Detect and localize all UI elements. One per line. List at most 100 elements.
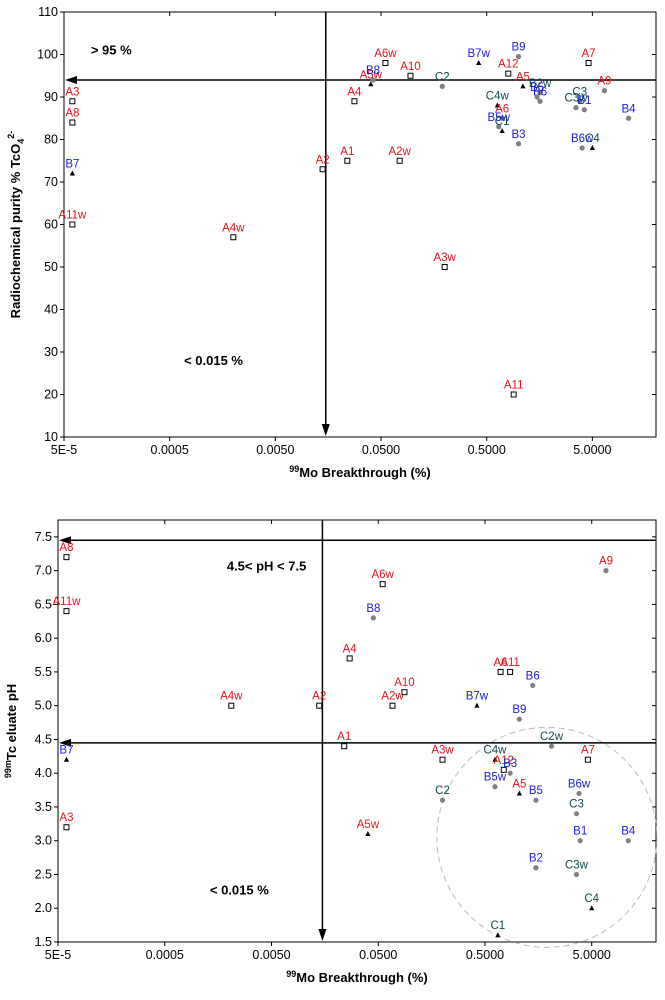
data-point-square [396,157,403,164]
data-point-triangle [365,830,371,836]
data-point-label: C3w [564,93,588,105]
data-point-label: B7 [65,159,79,171]
data-point-label: A10 [400,61,420,73]
data-point-circle [515,141,522,147]
data-point-circle [530,682,536,689]
data-point-label: B7w [468,48,491,60]
y-tick-label: 60 [44,218,58,232]
data-point-label: B2 [529,853,543,865]
data-point-circle [507,770,513,776]
data-point-triangle [474,702,480,708]
data-point-label: A2 [316,154,330,166]
data-point-label: B1 [577,95,591,107]
y-tick-label: 7.5 [35,530,52,544]
data-point-square [441,264,448,270]
data-point-square [341,743,348,750]
y-tick-label: 10 [44,430,58,444]
data-point-triangle [368,81,374,87]
data-point-label: C3w [565,859,589,871]
y-tick-label: 110 [38,5,58,19]
annotation-label: < 0.015 % [210,883,269,898]
x-tick-label: 0.0005 [151,443,189,457]
data-point-label: A11w [52,596,81,608]
data-point-label: C1 [495,116,510,128]
data-point-square [344,157,351,164]
data-point-label: B9 [512,704,526,716]
data-point-label: A5 [516,71,530,83]
data-point-circle [548,743,555,749]
data-point-circle [625,838,631,844]
data-point-label: B6w [571,133,594,145]
data-point-triangle [589,905,595,911]
data-point-label: A12 [494,755,514,767]
y-tick-label: 70 [44,175,58,189]
data-point-label: C4w [483,745,507,757]
data-point-square [63,608,70,615]
data-point-label: A6 [494,657,508,669]
x-axis-title-sup: 99 [286,969,296,979]
data-point-circle [573,105,579,111]
data-point-label: C3 [569,799,584,811]
x-axis-title: 99Mo Breakthrough (%) [286,969,427,985]
data-point-label: A8 [65,108,79,120]
y-tick-label: 3.5 [35,800,52,814]
x-axis-title-sup: 99 [289,464,299,474]
data-point-label: B4 [621,826,636,838]
y-axis-title: 99mTc eluate pH [3,684,19,778]
x-tick-label: 0.5000 [466,948,504,962]
data-point-triangle [476,60,482,65]
y-tick-label: 2.5 [35,867,52,881]
data-point-square [585,60,592,66]
y-tick-label: 6.5 [35,597,52,611]
data-point-label: A10 [394,677,414,689]
data-point-circle [625,115,632,121]
y-tick-label: 5.0 [35,699,52,713]
annotation-label: 4.5< pH < 7.5 [227,559,307,574]
data-point-label: C4w [486,91,510,103]
data-point-triangle [492,756,498,762]
y-tick-label: 3.0 [35,834,52,848]
data-point-label: C4 [585,133,600,145]
x-tick-label: 5.0000 [573,443,611,457]
data-point-square [69,221,76,228]
data-point-square [319,166,326,173]
data-point-label: A3w [433,252,456,264]
data-point-label: B5 [530,82,544,94]
data-point-label: A5w [360,69,383,81]
data-point-label: C4 [584,893,599,905]
data-point-triangle [499,128,505,133]
x-axis-title-main: Mo Breakthrough (%) [299,465,430,480]
data-point-label: B5 [529,785,543,797]
data-point-triangle [69,170,75,176]
data-point-square [382,60,389,66]
data-point-square [228,702,235,709]
annotation-label: > 95 % [91,43,132,58]
data-point-label: B9 [511,42,525,54]
data-point-label: A11w [58,210,87,222]
data-point-label: A4w [222,222,245,234]
y-axis-title-sub: 4 [16,139,26,144]
arrowhead-down [318,929,327,941]
data-point-label: A7 [582,48,596,60]
data-point-circle [577,838,583,844]
data-point-label: B5w [484,772,507,784]
y-tick-label: 50 [44,260,58,274]
x-tick-label: 0.0500 [362,443,400,457]
data-point-circle [581,107,587,113]
y-axis-title-main: Radiochemical purity % TcO [8,144,23,319]
data-point-circle [492,784,498,790]
data-point-square [316,702,323,709]
y-tick-label: 4.5 [35,732,52,746]
y-tick-label: 100 [37,48,58,62]
data-point-label: C1 [491,920,506,932]
data-point-label: B2w [529,78,552,90]
data-point-circle [601,88,608,94]
data-point-square [69,119,76,126]
data-point-circle [439,83,445,89]
arrowhead-left [59,536,71,545]
y-tick-label: 2.0 [35,901,52,915]
x-tick-label: 0.0050 [256,443,294,457]
x-tick-label: 0.5000 [468,443,506,457]
data-point-square [507,668,514,675]
data-point-triangle [589,145,595,150]
